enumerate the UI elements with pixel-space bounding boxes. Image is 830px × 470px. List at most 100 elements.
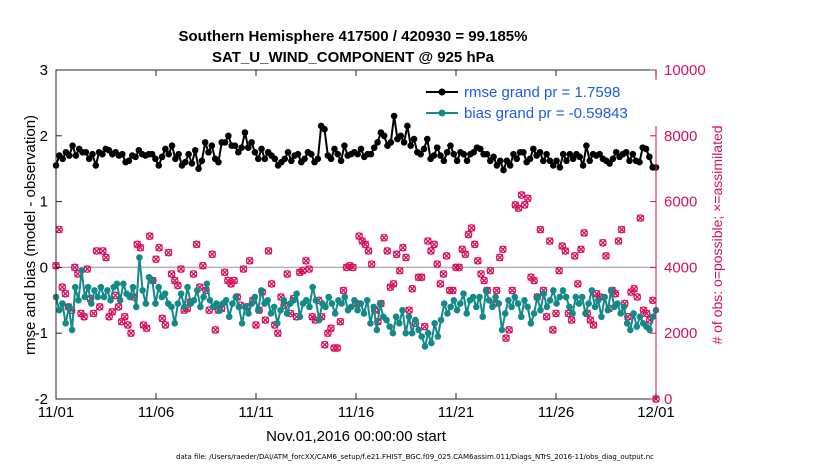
bias-point xyxy=(225,313,233,321)
bias-point xyxy=(293,290,300,298)
obs-count-point xyxy=(433,260,442,268)
obs-count-point xyxy=(439,270,448,278)
y-axis-label-left: rmse and bias (model - observation) xyxy=(22,115,39,355)
rmse-point xyxy=(390,112,398,120)
bias-point xyxy=(646,326,653,334)
obs-count-point xyxy=(61,289,70,298)
y-right-tick-label: 4000 xyxy=(664,259,697,276)
bias-point xyxy=(174,300,182,307)
obs-count-point xyxy=(633,293,642,301)
obs-count-point xyxy=(617,225,626,234)
bias-point xyxy=(216,306,223,314)
obs-count-point xyxy=(542,312,551,321)
rmse-point xyxy=(437,152,444,159)
obs-count-point xyxy=(480,276,488,285)
rmse-point xyxy=(301,155,308,163)
bias-point xyxy=(354,306,361,314)
bias-point xyxy=(482,287,490,294)
legend: rmse grand pr = 1.7598 bias grand pr = -… xyxy=(420,80,658,126)
obs-count-point xyxy=(477,270,485,278)
bias-point xyxy=(396,320,403,327)
bias-point xyxy=(322,303,329,311)
rmse-point xyxy=(576,153,584,161)
bias-point xyxy=(168,303,175,311)
legend-rmse-marker xyxy=(438,88,446,96)
bias-point xyxy=(113,280,121,288)
rmse-point xyxy=(118,150,126,158)
bias-point xyxy=(540,290,548,298)
obs-count-point xyxy=(302,256,310,265)
rmse-point xyxy=(155,162,163,169)
bias-point xyxy=(636,313,644,321)
bias-point xyxy=(91,287,98,294)
obs-count-point xyxy=(520,201,529,209)
obs-count-point xyxy=(58,283,67,291)
rmse-point xyxy=(337,157,345,165)
bias-point xyxy=(434,333,442,340)
bias-point xyxy=(498,326,506,334)
bias-point xyxy=(588,287,596,294)
rmse-point xyxy=(215,158,222,166)
bias-point xyxy=(97,283,105,291)
rmse-point xyxy=(463,157,471,165)
bias-point xyxy=(94,293,102,301)
rmse-point xyxy=(612,148,620,156)
obs-count-point xyxy=(545,237,554,245)
rmse-point xyxy=(496,157,504,165)
rmse-point xyxy=(642,145,650,153)
rmse-point xyxy=(258,145,265,153)
rmse-point xyxy=(483,150,491,158)
y-left-tick-label: -2 xyxy=(35,391,48,408)
bias-point xyxy=(533,293,541,301)
bias-point xyxy=(566,303,573,311)
rmse-point xyxy=(72,152,80,159)
obs-count-point xyxy=(89,309,98,318)
rmse-point xyxy=(238,144,245,151)
obs-count-point xyxy=(536,225,545,234)
rmse-point xyxy=(374,139,381,146)
bias-point xyxy=(129,283,137,291)
bias-point xyxy=(235,303,243,311)
rmse-point xyxy=(549,162,557,169)
rmse-point xyxy=(622,148,630,156)
bias-point xyxy=(142,300,150,307)
rmse-point xyxy=(357,145,365,153)
bias-point xyxy=(591,303,599,311)
obs-count-point xyxy=(495,253,504,262)
y-left-tick-label: 0 xyxy=(40,259,48,276)
rmse-point xyxy=(225,132,232,140)
obs-count-point xyxy=(470,240,479,249)
bias-point xyxy=(617,310,625,317)
rmse-point xyxy=(380,132,388,140)
rmse-point xyxy=(188,160,196,167)
rmse-point xyxy=(609,155,617,163)
bias-point xyxy=(527,320,535,327)
x-tick-label: 12/01 xyxy=(637,404,675,421)
obs-count-point xyxy=(636,214,645,222)
bias-point xyxy=(351,297,358,304)
bias-point xyxy=(270,303,278,311)
x-tick-label: 11/21 xyxy=(438,404,474,421)
bias-point xyxy=(171,320,179,327)
bias-point xyxy=(633,323,641,330)
bias-point xyxy=(440,300,448,307)
bias-point xyxy=(627,326,634,334)
bias-point xyxy=(421,343,429,350)
rmse-point xyxy=(579,162,587,169)
bias-point xyxy=(242,303,249,311)
rmse-point xyxy=(132,153,139,161)
bias-point xyxy=(399,306,406,314)
rmse-point xyxy=(453,157,461,165)
rmse-point xyxy=(583,142,590,149)
bias-point xyxy=(68,326,76,334)
bias-point xyxy=(245,310,252,317)
obs-count-point xyxy=(395,266,404,275)
obs-count-point xyxy=(367,260,376,268)
bias-point xyxy=(338,300,345,307)
legend-box xyxy=(420,80,658,126)
rmse-point xyxy=(221,139,229,146)
bias-point xyxy=(360,310,368,317)
bias-point xyxy=(107,297,114,304)
bias-point xyxy=(546,297,554,304)
rmse-point xyxy=(321,125,328,133)
